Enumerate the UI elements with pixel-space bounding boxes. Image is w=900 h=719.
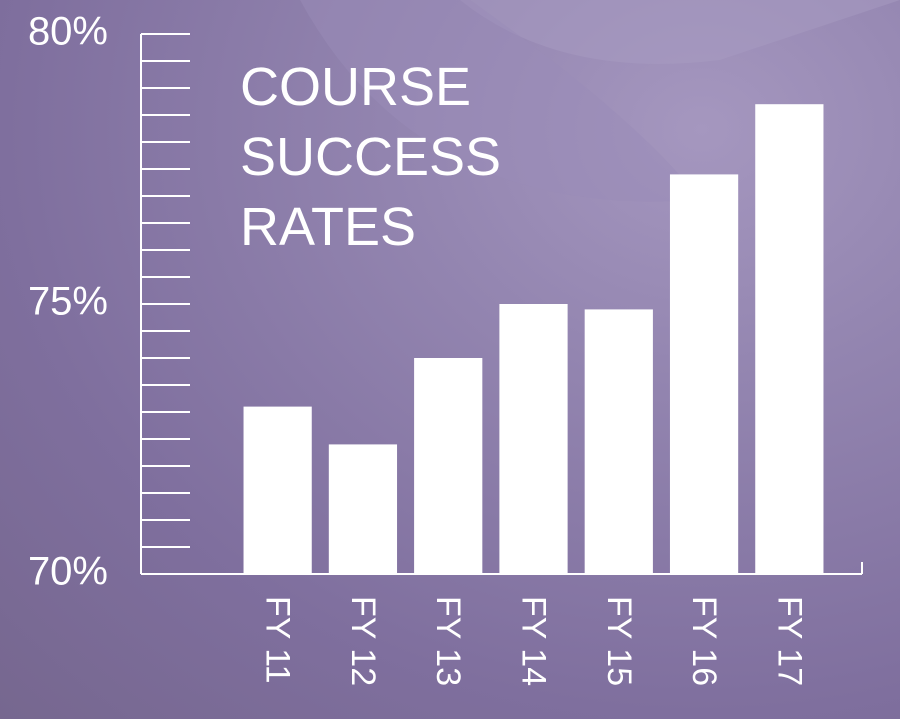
x-tick-label: FY 12 xyxy=(344,596,382,686)
bar xyxy=(499,304,568,574)
y-tick-label: 80% xyxy=(28,10,108,54)
x-tick-label: FY 13 xyxy=(429,596,467,686)
x-tick-label: FY 11 xyxy=(259,596,297,684)
x-tick-label: FY 14 xyxy=(515,596,553,686)
bar xyxy=(669,174,739,574)
x-tick-label: FY 17 xyxy=(770,596,808,686)
bar xyxy=(328,444,398,574)
x-tick-label: FY 16 xyxy=(685,596,723,686)
chart-title: COURSE SUCCESS RATES xyxy=(240,57,502,257)
y-tick-label: 75% xyxy=(28,280,108,324)
x-tick-label: FY 15 xyxy=(600,596,638,686)
bar xyxy=(243,406,312,574)
background-shape xyxy=(460,0,900,64)
background-shape xyxy=(300,0,700,202)
bar xyxy=(414,358,483,574)
bar xyxy=(584,309,653,574)
y-tick-label: 70% xyxy=(28,550,108,594)
bar xyxy=(755,104,824,574)
